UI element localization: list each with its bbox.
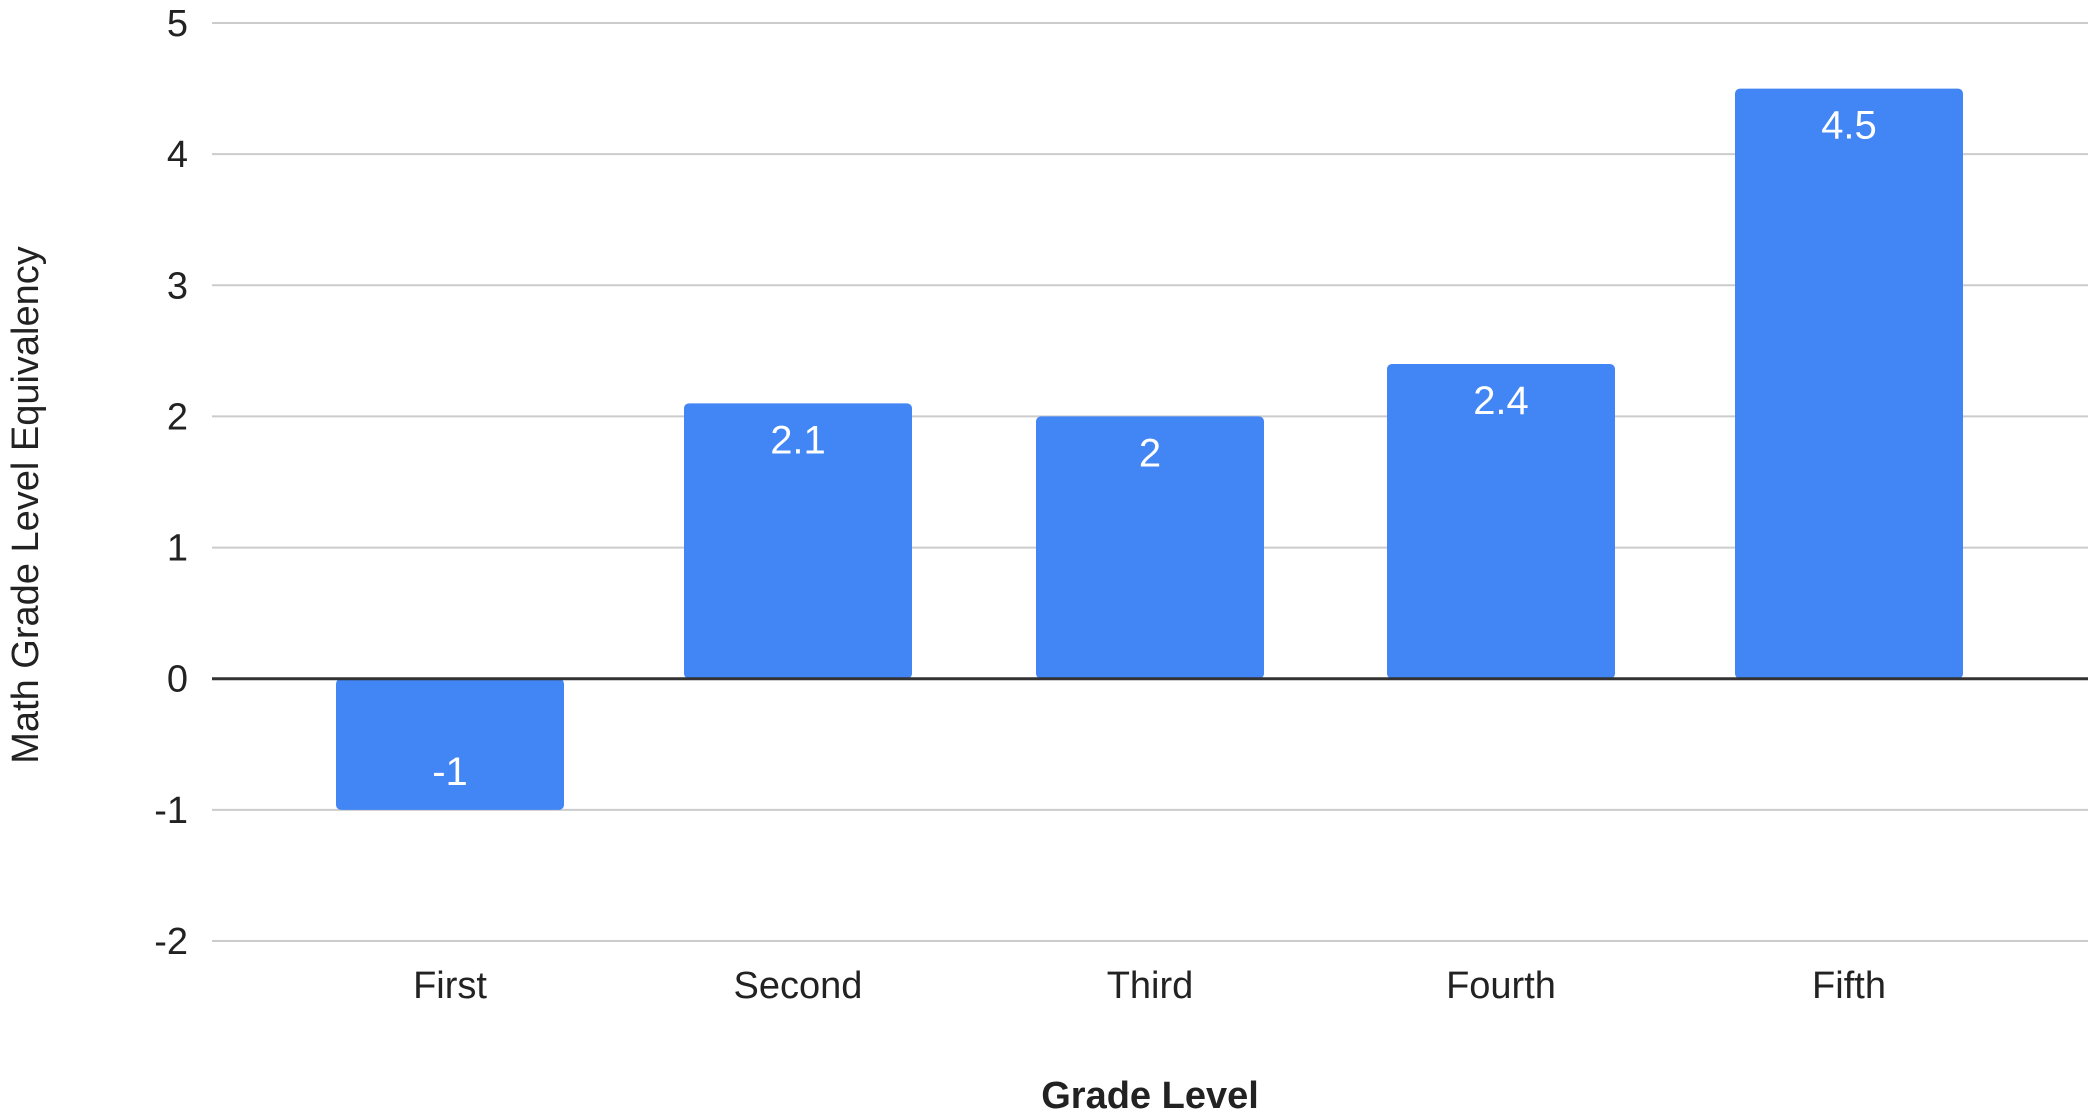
x-tick-label: Second: [734, 965, 863, 1007]
y-axis-title: Math Grade Level Equivalency: [5, 246, 47, 764]
bar-third: [1036, 416, 1264, 679]
y-tick-label: -2: [154, 921, 188, 963]
y-tick-label: -1: [154, 790, 188, 832]
y-tick-labels: -2 -1 0 1 2 3 4 5: [154, 3, 188, 963]
data-label: -1: [432, 750, 468, 794]
x-axis-title: Grade Level: [1041, 1075, 1259, 1117]
bar-first: [336, 678, 564, 810]
data-label: 4.5: [1821, 104, 1877, 148]
bar-second: [684, 403, 912, 679]
y-tick-label: 0: [167, 659, 188, 701]
data-label: 2: [1139, 431, 1161, 475]
y-tick-label: 2: [167, 396, 188, 438]
x-tick-label: Fifth: [1812, 965, 1886, 1007]
y-tick-label: 3: [167, 265, 188, 307]
data-label: 2.1: [770, 418, 826, 462]
data-label: 2.4: [1473, 379, 1529, 423]
x-tick-label: Third: [1107, 965, 1194, 1007]
y-tick-label: 4: [167, 134, 188, 176]
x-tick-label: First: [413, 965, 487, 1007]
bar-fifth: [1735, 88, 1963, 679]
data-labels: -1 2.1 2 2.4 4.5: [432, 104, 1877, 794]
bar-fourth: [1387, 363, 1615, 679]
y-tick-label: 5: [167, 3, 188, 45]
y-tick-label: 1: [167, 528, 188, 570]
x-tick-labels: First Second Third Fourth Fifth: [413, 965, 1886, 1007]
x-tick-label: Fourth: [1446, 965, 1556, 1007]
bars: [336, 88, 1963, 810]
